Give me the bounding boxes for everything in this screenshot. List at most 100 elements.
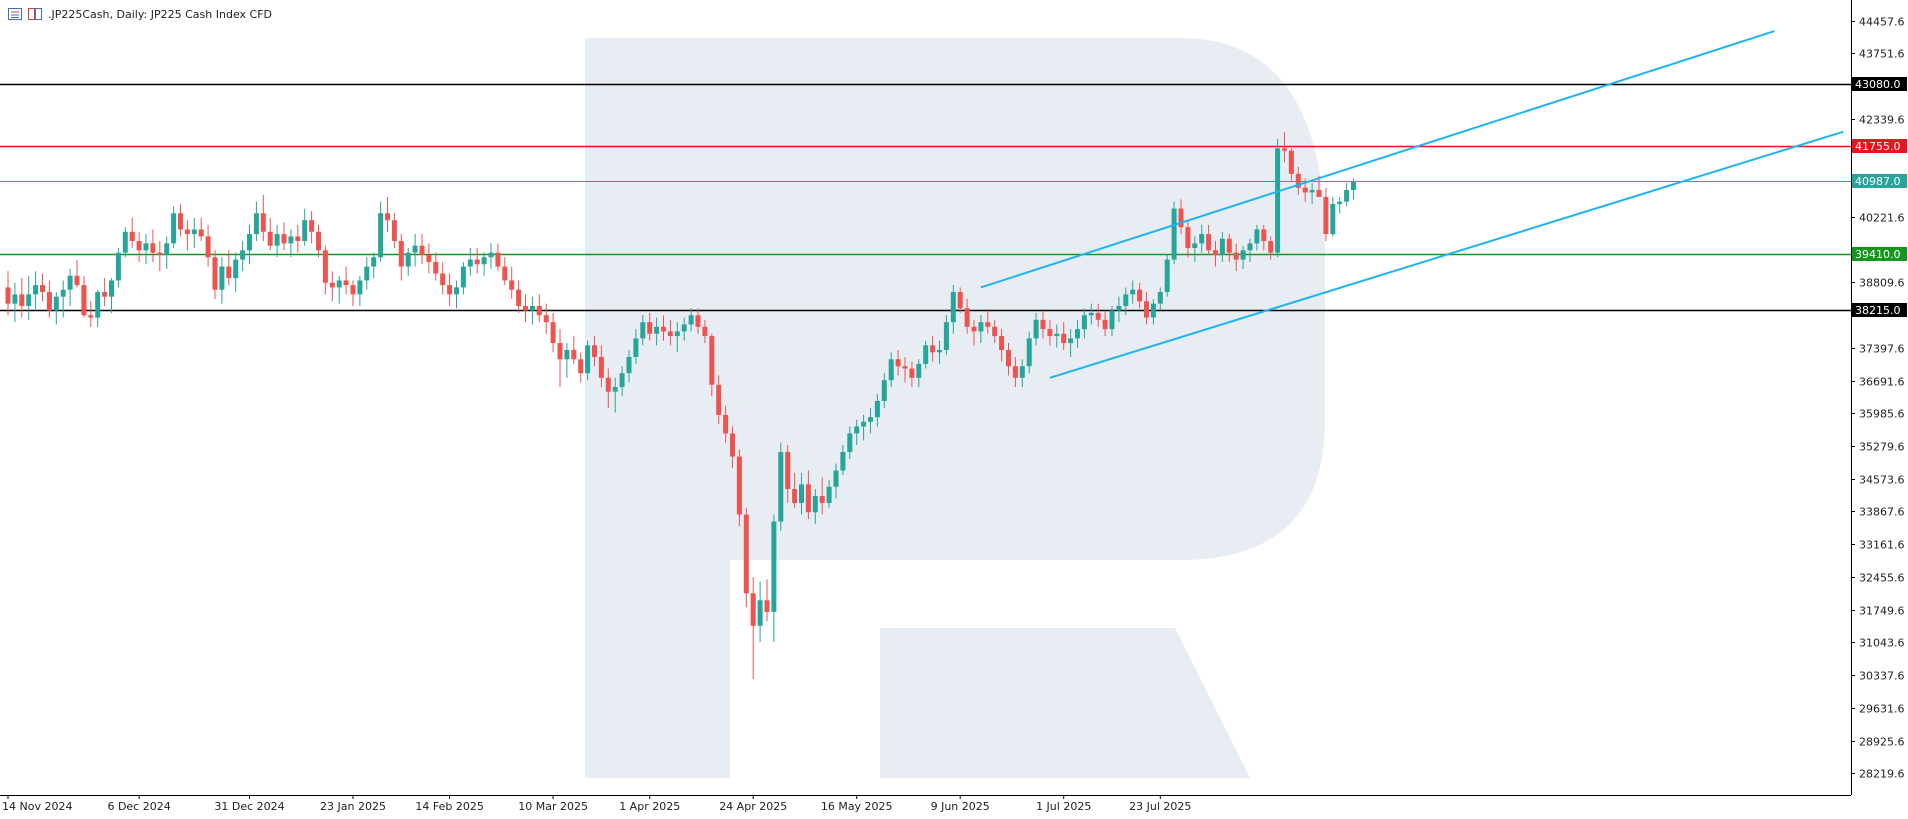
candle-body	[336, 280, 342, 288]
candle-body	[592, 345, 597, 357]
chart-window-icon[interactable]	[8, 8, 22, 20]
candle-body	[260, 213, 266, 232]
y-tick-label: 29631.6	[1859, 703, 1905, 716]
candle-body	[895, 359, 901, 367]
candle-body	[150, 243, 156, 253]
candle-body	[1288, 150, 1294, 174]
x-tick-label: 1 Apr 2025	[619, 800, 680, 813]
candle-body	[771, 521, 777, 612]
candle-body	[1040, 319, 1046, 330]
candle-body	[881, 380, 887, 401]
candle-body	[5, 287, 11, 304]
candle-body	[833, 470, 839, 487]
candle-body	[247, 234, 252, 251]
candle-body	[1047, 329, 1053, 337]
symbol-label: .JP225Cash,	[48, 7, 113, 21]
candle-body	[398, 241, 404, 267]
horizontal-levels	[0, 83, 1851, 312]
watermark-shape	[585, 38, 1325, 778]
candle-body	[509, 280, 515, 290]
candle-body	[840, 451, 846, 471]
candle-body	[695, 315, 701, 327]
x-tick-label: 14 Feb 2025	[415, 800, 483, 813]
candle-body	[626, 356, 632, 374]
candle-body	[1150, 303, 1156, 318]
channel-line-upper	[980, 30, 1775, 289]
candle-body	[412, 245, 418, 253]
candle-body	[1185, 227, 1191, 249]
candle-body	[661, 326, 666, 332]
candle-body	[730, 433, 735, 457]
y-tick-label: 35279.6	[1859, 441, 1905, 454]
candle-body	[53, 296, 59, 311]
level-tag-label: 41755.0	[1855, 140, 1901, 153]
y-tick-label: 31043.6	[1859, 637, 1905, 650]
level-tag-label: 40987.0	[1855, 175, 1901, 188]
chart-header: .JP225Cash, Daily: JP225 Cash Index CFD	[8, 6, 272, 22]
candle-body	[805, 484, 811, 513]
candle-body	[819, 496, 825, 503]
y-tick-label: 30337.6	[1859, 670, 1905, 683]
candle-body	[46, 292, 52, 311]
y-tick-label: 40221.6	[1859, 212, 1905, 225]
watermark-leg	[880, 628, 1250, 778]
chart-type-icon[interactable]	[28, 8, 42, 20]
candle-body	[1109, 310, 1115, 330]
candle-body	[198, 229, 204, 237]
candle-body	[12, 294, 18, 304]
candle-body	[523, 305, 528, 311]
candle-body	[212, 257, 218, 290]
candle-body	[350, 285, 356, 295]
level-tag-40987.0	[1852, 174, 1907, 188]
candle-body	[909, 368, 915, 378]
candle-body	[647, 322, 653, 334]
y-tick-label: 43751.6	[1859, 48, 1905, 61]
candle-body	[240, 250, 246, 260]
x-tick-label: 14 Nov 2024	[2, 800, 72, 813]
candle-body	[364, 266, 370, 281]
candle-body	[1116, 305, 1122, 311]
candle-body	[1019, 366, 1025, 378]
candle-body	[19, 294, 25, 306]
candle-body	[426, 254, 432, 262]
candle-body	[529, 305, 535, 311]
candle-body	[60, 289, 66, 297]
level-tag-41755.0	[1852, 139, 1907, 153]
candle-body	[778, 451, 784, 522]
y-tick-label: 36691.6	[1859, 376, 1905, 389]
candle-body	[950, 292, 956, 323]
candle-body	[674, 331, 680, 337]
candle-body	[709, 336, 715, 385]
candle-body	[1268, 241, 1274, 253]
candle-body	[571, 349, 577, 360]
candle-body	[481, 257, 487, 265]
candle-body	[129, 231, 135, 242]
candle-body	[109, 280, 114, 297]
candle-body	[329, 282, 335, 288]
candle-body	[1295, 173, 1301, 188]
candle-body	[1337, 201, 1343, 204]
candle-body	[1192, 243, 1198, 249]
candle-body	[1254, 229, 1260, 244]
candle-body	[992, 326, 998, 337]
candle-body	[171, 213, 177, 244]
candle-body	[1123, 294, 1129, 306]
candle-body	[219, 266, 225, 290]
candle-body	[557, 343, 563, 360]
candle-body	[826, 486, 832, 503]
candle-body	[985, 322, 991, 327]
candle-body	[916, 363, 922, 378]
candle-body	[1247, 243, 1253, 251]
candle-body	[88, 315, 94, 318]
candle-body	[964, 308, 970, 327]
chart-title: .JP225Cash, Daily: JP225 Cash Index CFD	[48, 8, 272, 21]
candle-body	[40, 285, 45, 293]
x-tick-label: 16 May 2025	[821, 800, 893, 813]
candle-body	[847, 433, 853, 452]
candle-body	[750, 593, 756, 626]
candle-body	[640, 322, 646, 339]
watermark-logo	[585, 38, 1325, 778]
candle-body	[1033, 319, 1039, 339]
